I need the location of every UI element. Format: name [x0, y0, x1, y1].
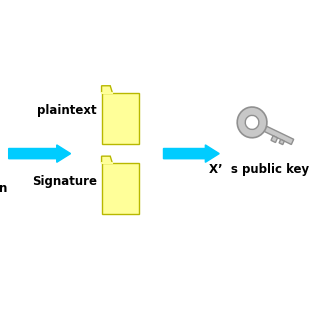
FancyBboxPatch shape	[271, 136, 277, 142]
FancyArrow shape	[9, 145, 71, 162]
Polygon shape	[101, 156, 112, 163]
FancyArrow shape	[164, 145, 219, 162]
Text: n: n	[0, 182, 8, 195]
Text: Signature: Signature	[32, 175, 97, 188]
FancyBboxPatch shape	[101, 163, 139, 214]
FancyBboxPatch shape	[279, 140, 284, 145]
Circle shape	[237, 107, 267, 138]
Polygon shape	[101, 86, 112, 93]
FancyBboxPatch shape	[101, 93, 139, 144]
Circle shape	[245, 115, 259, 129]
Text: X’  s public key: X’ s public key	[209, 163, 309, 176]
Text: plaintext: plaintext	[37, 104, 97, 117]
FancyBboxPatch shape	[263, 126, 294, 145]
